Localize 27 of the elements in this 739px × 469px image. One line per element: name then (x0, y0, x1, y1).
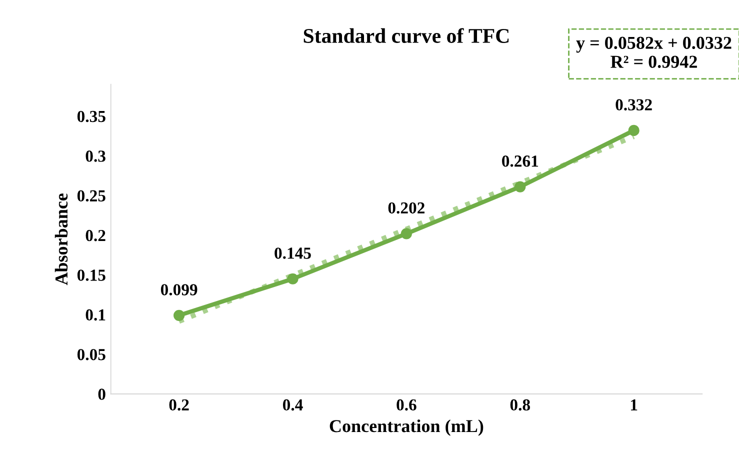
y-tick-label: 0 (98, 388, 106, 400)
x-tick-label: 1 (631, 399, 638, 410)
point (628, 124, 640, 136)
data-label: 0.145 (274, 248, 311, 259)
text: y = 0.0582x + 0.0332 R² = 0.9942 (576, 36, 732, 68)
y-tick-label: 0.2 (86, 230, 106, 242)
point (287, 273, 298, 284)
y-tick-label: 0.25 (77, 190, 106, 202)
x-tick-label: 0.6 (396, 399, 416, 411)
y-axis-title: Absorbance (54, 194, 68, 286)
point (174, 310, 185, 321)
chart-title: Standard curve of TFC (304, 28, 509, 44)
x-tick-label: 0.4 (282, 399, 303, 411)
y-tick-label: 0.3 (86, 150, 106, 162)
y-tick-label: 0.35 (77, 110, 106, 122)
data-label: 0.202 (388, 202, 424, 214)
point (514, 181, 526, 192)
y-tick-label: 0.05 (77, 348, 106, 360)
x-axis-title: Concentration (mL) (330, 419, 484, 436)
y-tick-label: 0.15 (77, 270, 106, 281)
data-label: 0.332 (616, 99, 652, 110)
point (400, 228, 412, 240)
data-label: 0.099 (160, 284, 198, 296)
data-label: 0.261 (502, 156, 538, 167)
y-tick-label: 0.1 (86, 309, 106, 321)
x-tick-label: 0.2 (169, 399, 189, 411)
x-tick-label: 0.8 (510, 399, 530, 411)
